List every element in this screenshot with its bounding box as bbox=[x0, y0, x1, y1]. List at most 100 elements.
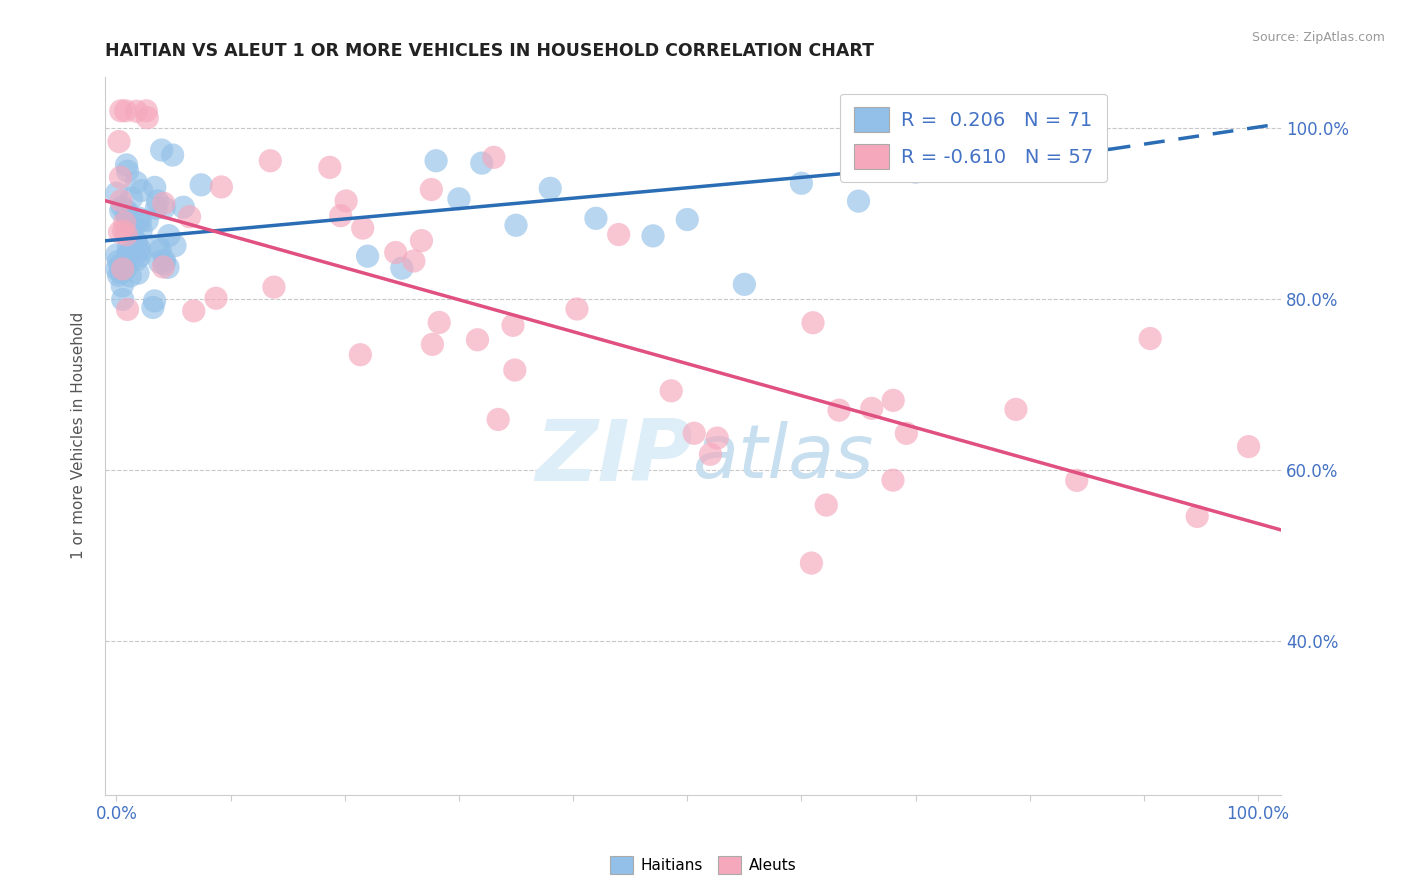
Point bbox=[146, 194, 169, 208]
Point bbox=[143, 180, 166, 194]
Point bbox=[828, 403, 851, 417]
Point bbox=[683, 426, 706, 441]
Point bbox=[183, 304, 205, 318]
Point bbox=[190, 178, 212, 192]
Point bbox=[1005, 402, 1028, 417]
Point bbox=[129, 223, 152, 237]
Point bbox=[471, 156, 494, 170]
Point bbox=[706, 431, 728, 445]
Point bbox=[125, 104, 148, 119]
Point bbox=[110, 194, 132, 208]
Point bbox=[143, 293, 166, 308]
Point bbox=[447, 192, 470, 206]
Point bbox=[391, 261, 413, 276]
Point bbox=[115, 207, 138, 221]
Point bbox=[105, 261, 128, 276]
Point bbox=[125, 235, 148, 250]
Point bbox=[882, 393, 904, 408]
Point bbox=[486, 412, 509, 426]
Point bbox=[110, 203, 132, 218]
Point bbox=[125, 235, 148, 250]
Point bbox=[128, 245, 150, 260]
Point bbox=[659, 384, 682, 398]
Point bbox=[117, 164, 139, 178]
Point bbox=[117, 247, 139, 261]
Point bbox=[896, 426, 918, 441]
Point bbox=[145, 201, 167, 215]
Point bbox=[108, 225, 131, 239]
Point bbox=[503, 363, 526, 377]
Point bbox=[209, 180, 232, 194]
Point bbox=[904, 165, 927, 179]
Point bbox=[157, 228, 180, 243]
Point bbox=[128, 249, 150, 263]
Point bbox=[1237, 440, 1260, 454]
Point bbox=[319, 161, 342, 175]
Point bbox=[115, 205, 138, 219]
Point bbox=[335, 194, 357, 208]
Legend: Haitians, Aleuts: Haitians, Aleuts bbox=[603, 850, 803, 880]
Point bbox=[114, 215, 136, 229]
Point bbox=[162, 148, 184, 162]
Point bbox=[1042, 124, 1064, 138]
Point bbox=[136, 111, 159, 125]
Point bbox=[115, 204, 138, 219]
Point bbox=[153, 253, 176, 268]
Point bbox=[1185, 509, 1208, 524]
Point bbox=[131, 184, 153, 198]
Point bbox=[402, 254, 425, 268]
Point bbox=[125, 176, 148, 190]
Point bbox=[860, 401, 883, 416]
Point bbox=[107, 254, 129, 268]
Point bbox=[585, 211, 607, 226]
Point bbox=[105, 248, 128, 262]
Point bbox=[467, 333, 489, 347]
Point bbox=[117, 302, 139, 317]
Point bbox=[127, 252, 149, 267]
Point bbox=[329, 209, 352, 223]
Point bbox=[111, 200, 134, 214]
Point bbox=[135, 103, 157, 118]
Point bbox=[427, 315, 450, 329]
Point bbox=[153, 201, 176, 215]
Point bbox=[356, 249, 378, 263]
Point bbox=[420, 182, 443, 196]
Legend: R =  0.206   N = 71, R = -0.610   N = 57: R = 0.206 N = 71, R = -0.610 N = 57 bbox=[841, 94, 1107, 182]
Point bbox=[111, 293, 134, 307]
Point bbox=[107, 268, 129, 283]
Point bbox=[607, 227, 630, 242]
Point bbox=[112, 224, 135, 238]
Text: HAITIAN VS ALEUT 1 OR MORE VEHICLES IN HOUSEHOLD CORRELATION CHART: HAITIAN VS ALEUT 1 OR MORE VEHICLES IN H… bbox=[105, 42, 875, 60]
Point bbox=[1066, 474, 1088, 488]
Point bbox=[538, 181, 561, 195]
Point bbox=[105, 186, 128, 201]
Point bbox=[111, 257, 134, 271]
Point bbox=[114, 103, 136, 118]
Point bbox=[136, 213, 159, 227]
Point bbox=[128, 243, 150, 257]
Point bbox=[1139, 332, 1161, 346]
Point bbox=[882, 473, 904, 487]
Point bbox=[148, 255, 170, 269]
Point bbox=[505, 219, 527, 233]
Point bbox=[962, 103, 984, 118]
Point bbox=[482, 150, 505, 164]
Text: atlas: atlas bbox=[693, 421, 875, 493]
Point bbox=[790, 176, 813, 190]
Point bbox=[352, 221, 374, 235]
Point bbox=[153, 256, 176, 270]
Point bbox=[128, 211, 150, 226]
Point bbox=[150, 143, 173, 157]
Point bbox=[163, 238, 186, 252]
Point bbox=[115, 158, 138, 172]
Point bbox=[565, 301, 588, 316]
Point bbox=[179, 210, 201, 224]
Point bbox=[384, 245, 406, 260]
Point bbox=[733, 277, 755, 292]
Point bbox=[411, 234, 433, 248]
Point bbox=[152, 196, 174, 211]
Point bbox=[108, 135, 131, 149]
Point bbox=[263, 280, 285, 294]
Point bbox=[110, 170, 132, 185]
Point bbox=[422, 337, 444, 351]
